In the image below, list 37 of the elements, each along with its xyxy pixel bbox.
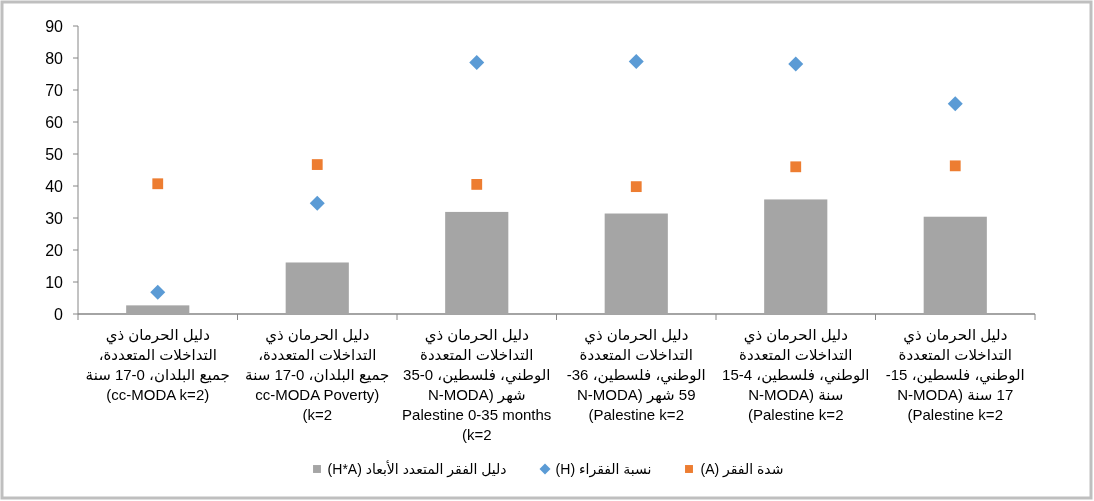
point xyxy=(628,54,644,70)
bar xyxy=(445,211,509,314)
legend-label: شدة الفقر (A) xyxy=(700,461,784,477)
legend-label: دليل الفقر المتعدد الأبعاد (H*A) xyxy=(327,461,507,477)
x-tick-label: دليل الحرمان ذي التداخلات المتعددة الوطني، فلسطين، 36-59 شهر (N-MODA Palestine k=2) xyxy=(565,325,707,425)
y-tick-label: 20 xyxy=(45,241,64,259)
y-tick-label: 80 xyxy=(45,49,64,67)
y-tick-label: 90 xyxy=(45,17,64,35)
bar xyxy=(764,199,828,314)
bar xyxy=(126,305,190,314)
y-tick-label: 60 xyxy=(45,113,64,131)
y-tick-label: 70 xyxy=(45,81,64,99)
y-tick-label: 40 xyxy=(45,177,64,195)
x-tick-label: دليل الحرمان ذي التداخلات المتعددة الوطني، فلسطين، 4-15 سنة (N-MODA Palestine k=2) xyxy=(721,325,871,425)
point xyxy=(150,284,166,300)
y-tick-label: 10 xyxy=(45,273,64,291)
point xyxy=(630,181,642,193)
y-tick-label: 50 xyxy=(45,145,64,163)
point xyxy=(790,161,802,173)
point xyxy=(471,179,483,190)
y-tick-label: 30 xyxy=(45,209,64,227)
x-tick-label: دليل الحرمان ذي التداخلات المتعددة الوطني، فلسطين، 0-35 شهر (N-MODA Palestine 0-35 months k=2) xyxy=(401,325,553,445)
bar xyxy=(604,213,668,314)
legend-label: نسبة الفقراء (H) xyxy=(555,461,652,477)
point xyxy=(949,160,961,172)
y-tick-label: 0 xyxy=(54,305,64,323)
point xyxy=(947,96,963,112)
bar xyxy=(923,216,987,314)
x-tick-label: دليل الحرمان ذي التداخلات المتعددة، جميع البلدان، 0-17 سنة (cc-MODA k=2) xyxy=(84,325,231,405)
point xyxy=(309,195,325,211)
point xyxy=(788,56,804,72)
point xyxy=(311,159,323,170)
bar xyxy=(285,262,349,314)
x-tick-label: دليل الحرمان ذي التداخلات المتعددة الوطني، فلسطين، 15-17 سنة (N-MODA Palestine k=2) xyxy=(884,325,1026,425)
point xyxy=(469,54,485,70)
point xyxy=(152,178,164,190)
x-tick-label: دليل الحرمان ذي التداخلات المتعددة، جميع البلدان، 0-17 سنة (cc-MODA Poverty k=2) xyxy=(244,325,391,425)
